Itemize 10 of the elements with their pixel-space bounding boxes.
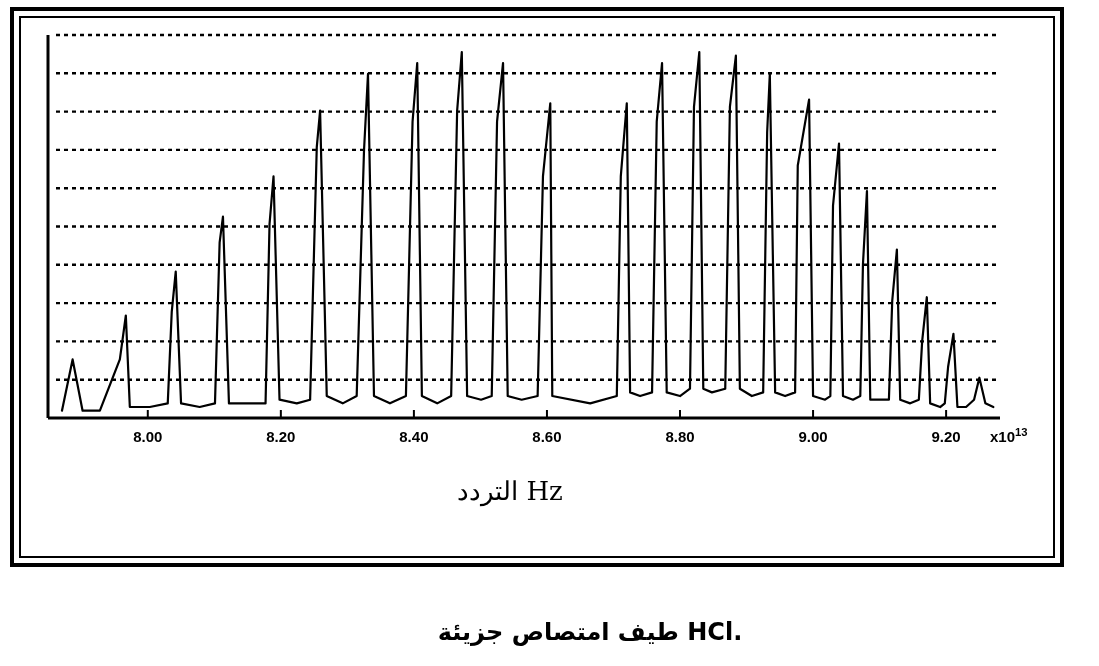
x-tick-label: 9.20 (931, 428, 961, 445)
text: x10$^{13}$ (990, 426, 1028, 445)
x-tick-label: 8.00 (133, 428, 163, 445)
text: طيف امتصاص جزيئة HCl. (437, 618, 743, 646)
x-tick-label: 8.60 (532, 428, 562, 445)
x-axis-title: التردد Hz (457, 476, 563, 507)
x-tick-label: 8.40 (399, 428, 429, 445)
x-tick-label: 8.80 (665, 428, 695, 445)
x-tick-label: 9.00 (798, 428, 828, 445)
x-tick-label: 8.20 (266, 428, 296, 445)
